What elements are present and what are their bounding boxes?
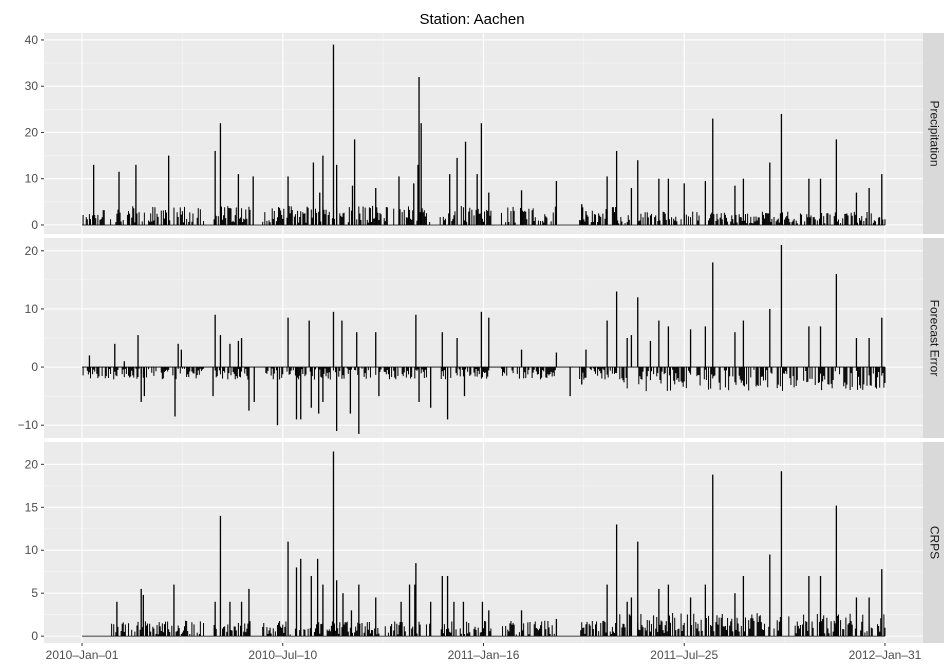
x-tick-label: 2011–Jul–25	[650, 648, 718, 662]
y-tick-label: 30	[25, 79, 39, 93]
y-tick-label: 10	[25, 172, 39, 186]
panel-crps: 0 5 10 15 20 CRPS	[25, 442, 944, 643]
bars	[82, 244, 886, 434]
strip	[923, 33, 944, 234]
daily-bars	[82, 205, 886, 225]
strip	[923, 238, 944, 438]
y-tick-label: 0	[31, 218, 38, 232]
x-tick-label: 2012–Jan–31	[849, 648, 922, 662]
y-tick-label: 10	[25, 302, 39, 316]
y-tick-label: 15	[25, 500, 39, 514]
y-tick-label: 5	[31, 586, 38, 600]
x-axis: 2010–Jan–01 2010–Jul–10 2011–Jan–16 2011–Ju…	[46, 643, 922, 662]
y-tick-label: 20	[25, 457, 39, 471]
y-tick-label: 40	[25, 33, 39, 47]
y-tick-label: 20	[25, 125, 39, 139]
strip-label: CRPS	[927, 526, 941, 559]
x-tick-label: 2011–Jan–16	[448, 648, 520, 662]
x-tick-label: 2010–Jul–10	[248, 648, 317, 662]
chart-panels: 0 10 20 30 40 Precipitation −10 0 10 20 Forecast E…	[18, 33, 944, 643]
strip-label: Precipitation	[927, 100, 941, 166]
panel-precipitation: 0 10 20 30 40 Precipitation	[25, 33, 944, 234]
y-tick-label: 0	[31, 360, 38, 374]
daily-bars	[82, 367, 886, 392]
y-tick-label: 10	[25, 543, 39, 557]
y-tick-label: 0	[31, 629, 38, 643]
y-tick-label: −10	[18, 418, 39, 432]
daily-bars	[111, 613, 886, 637]
y-tick-label: 20	[25, 244, 39, 258]
bars	[82, 451, 886, 637]
panel-forecast-error: −10 0 10 20 Forecast Error	[18, 238, 944, 438]
strip-label: Forecast Error	[927, 300, 941, 377]
strip	[923, 442, 944, 643]
chart-title: Station: Aachen	[419, 11, 524, 28]
x-tick-label: 2010–Jan–01	[46, 648, 119, 662]
bars	[82, 44, 886, 226]
